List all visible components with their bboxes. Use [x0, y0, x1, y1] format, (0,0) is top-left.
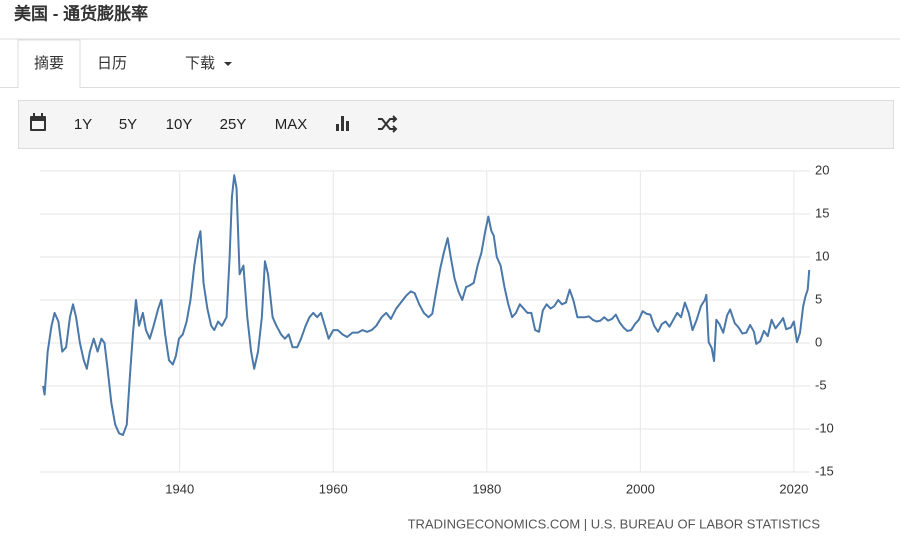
- calendar-icon[interactable]: [30, 113, 46, 131]
- tab[interactable]: 下载: [185, 55, 215, 72]
- y-tick-label: -5: [815, 377, 827, 392]
- range-button[interactable]: 1Y: [74, 116, 92, 133]
- x-tick-label: 1980: [472, 481, 501, 496]
- x-tick-label: 1960: [319, 481, 348, 496]
- active-tab: [17, 39, 81, 88]
- data-line: [42, 174, 811, 437]
- toolbar: [18, 100, 894, 149]
- y-tick-label: 10: [815, 248, 829, 263]
- y-tick-label: -15: [815, 463, 834, 478]
- dropdown-caret: [224, 62, 232, 66]
- page-title: 美国 - 通货膨胀率: [14, 3, 148, 23]
- tab[interactable]: 日历: [97, 55, 127, 72]
- x-tick-label: 2020: [779, 481, 808, 496]
- tab[interactable]: 摘要: [34, 54, 64, 72]
- y-tick-label: 20: [815, 162, 829, 177]
- y-tick-label: 15: [815, 205, 829, 220]
- y-tick-label: 0: [815, 334, 822, 349]
- y-tick-label: -10: [815, 420, 834, 435]
- y-tick-label: 5: [815, 291, 822, 306]
- bar-chart-icon[interactable]: [336, 116, 349, 131]
- x-tick-label: 1940: [165, 481, 194, 496]
- x-tick-label: 2000: [626, 481, 655, 496]
- range-button[interactable]: 25Y: [220, 116, 247, 133]
- range-button[interactable]: 5Y: [119, 116, 137, 133]
- source: TRADINGECONOMICS.COM | U.S. BUREAU OF LA…: [408, 516, 821, 531]
- shuffle-icon[interactable]: [378, 115, 398, 133]
- range-button[interactable]: MAX: [275, 116, 308, 133]
- range-button[interactable]: 10Y: [166, 116, 193, 133]
